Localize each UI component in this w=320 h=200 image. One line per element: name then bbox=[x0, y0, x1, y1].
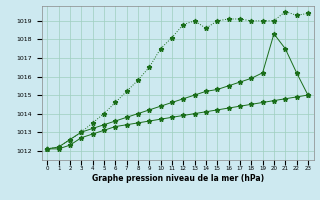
X-axis label: Graphe pression niveau de la mer (hPa): Graphe pression niveau de la mer (hPa) bbox=[92, 174, 264, 183]
